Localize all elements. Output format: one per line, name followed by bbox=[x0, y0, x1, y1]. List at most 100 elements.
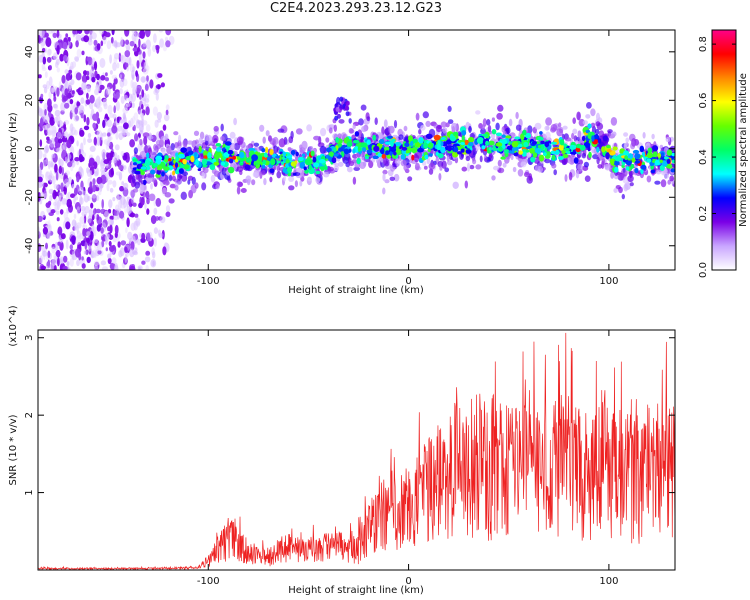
noise-point bbox=[96, 167, 100, 176]
noise-point bbox=[155, 92, 159, 101]
noise-point bbox=[38, 35, 41, 43]
spectrum-point bbox=[497, 104, 504, 112]
noise-point bbox=[45, 144, 49, 153]
noise-point bbox=[125, 39, 130, 45]
spectrum-point bbox=[623, 183, 629, 192]
spectrum-point bbox=[622, 168, 626, 173]
ridge-point bbox=[602, 135, 609, 142]
noise-point bbox=[40, 30, 45, 37]
ridge-point bbox=[213, 152, 221, 160]
spectrum-point bbox=[423, 165, 428, 170]
noise-point bbox=[100, 75, 106, 81]
ridge-point bbox=[610, 158, 615, 166]
spectrum-point bbox=[597, 164, 603, 169]
ridge-point bbox=[505, 135, 512, 139]
ridge-point bbox=[588, 131, 595, 137]
ridge-point bbox=[161, 171, 165, 177]
noise-point bbox=[123, 165, 127, 171]
spectrum-point bbox=[595, 128, 600, 135]
ridge-point bbox=[630, 163, 635, 169]
spectrum-point bbox=[280, 137, 284, 146]
spectrum-point bbox=[155, 140, 162, 146]
ridge-point bbox=[244, 164, 251, 170]
ridge-point bbox=[377, 152, 383, 157]
noise-point bbox=[109, 245, 115, 253]
ridge-point bbox=[408, 135, 413, 142]
noise-point bbox=[38, 166, 42, 176]
ridge-point bbox=[261, 164, 266, 169]
spectrum-point bbox=[425, 120, 431, 127]
spectrum-point bbox=[534, 165, 541, 172]
noise-point bbox=[152, 44, 157, 53]
noise-point bbox=[85, 99, 91, 105]
noise-point bbox=[52, 52, 58, 60]
spectrum-point bbox=[265, 130, 270, 137]
ridge-point bbox=[251, 154, 258, 162]
colorbar-tick-label: 0.0 bbox=[698, 262, 709, 278]
noise-point bbox=[82, 152, 87, 158]
colorbar-tick-label: 0.6 bbox=[698, 93, 709, 109]
noise-point bbox=[106, 183, 110, 192]
ridge-point bbox=[357, 145, 361, 152]
noise-point bbox=[109, 187, 114, 193]
noise-point bbox=[49, 195, 53, 202]
ridge-point bbox=[634, 160, 641, 164]
spectrum-point bbox=[306, 124, 312, 132]
noise-point bbox=[56, 44, 60, 55]
noise-point bbox=[109, 224, 113, 234]
noise-point bbox=[39, 191, 45, 201]
noise-point bbox=[153, 33, 157, 44]
noise-point bbox=[59, 120, 64, 128]
ridge-point bbox=[144, 159, 151, 167]
noise-point bbox=[61, 149, 67, 157]
spectrum-point bbox=[517, 169, 524, 177]
ridge-point bbox=[457, 139, 463, 143]
noise-point bbox=[43, 159, 47, 167]
spectrum-point bbox=[334, 162, 339, 168]
ridge-point bbox=[346, 141, 353, 147]
noise-point bbox=[86, 56, 91, 62]
noise-point bbox=[104, 32, 111, 38]
noise-point bbox=[157, 73, 163, 78]
noise-point bbox=[88, 34, 93, 40]
ridge-point bbox=[436, 143, 441, 151]
ridge-point bbox=[468, 136, 475, 143]
spectrum-point bbox=[337, 161, 344, 167]
spectrum-point bbox=[491, 117, 495, 122]
noise-point bbox=[125, 62, 129, 68]
noise-point bbox=[144, 202, 147, 210]
spectrum-point bbox=[148, 193, 156, 202]
noise-point bbox=[66, 139, 72, 149]
noise-point bbox=[42, 56, 47, 65]
ridge-point bbox=[535, 148, 542, 154]
ridge-point bbox=[615, 155, 622, 162]
noise-point bbox=[79, 107, 85, 113]
spectrum-point bbox=[174, 185, 179, 191]
ridge-point bbox=[352, 139, 360, 144]
noise-point bbox=[100, 260, 107, 266]
noise-point bbox=[40, 42, 45, 49]
ridge-point bbox=[625, 166, 630, 171]
spectrum-point bbox=[374, 117, 378, 125]
ridge-point bbox=[178, 153, 186, 159]
noise-point bbox=[112, 42, 116, 47]
spectrum-point bbox=[646, 175, 652, 183]
ridge-point bbox=[400, 154, 406, 160]
spectrum-point bbox=[381, 126, 385, 136]
ridge-point bbox=[295, 151, 299, 157]
spectrum-point bbox=[168, 198, 175, 204]
noise-point bbox=[119, 88, 123, 95]
noise-point bbox=[122, 112, 126, 120]
ridge-point bbox=[639, 145, 645, 153]
noise-point bbox=[107, 136, 113, 141]
ridge-point bbox=[227, 166, 235, 174]
spectrum-point bbox=[376, 158, 380, 164]
spectrum-point bbox=[288, 185, 295, 191]
noise-point bbox=[71, 61, 77, 68]
noise-point bbox=[76, 206, 81, 215]
spectrum-point bbox=[182, 171, 189, 177]
ridge-point bbox=[372, 155, 379, 160]
ridge-point bbox=[654, 159, 661, 166]
spectrum-point bbox=[236, 186, 241, 195]
ridge-point bbox=[569, 151, 577, 155]
